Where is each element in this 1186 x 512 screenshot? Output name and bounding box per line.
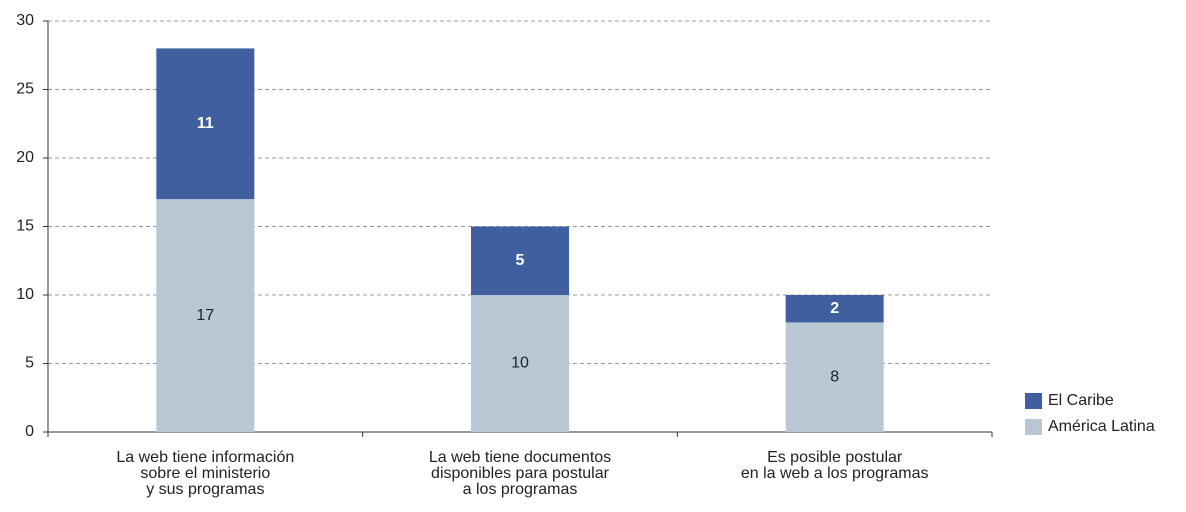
- y-tick-label: 25: [16, 81, 34, 98]
- x-tick-label-line: disponibles para postular: [431, 465, 610, 482]
- x-tick-label-line: Es posible postular: [767, 449, 903, 466]
- y-tick-label: 20: [16, 149, 34, 166]
- x-tick-label-line: La web tiene documentos: [429, 449, 611, 466]
- bar-segment: [471, 226, 569, 295]
- bar-segment: [785, 322, 884, 432]
- x-tick-label: Es posible postular en la web a los progr…: [741, 449, 929, 482]
- bar-segment: [785, 295, 884, 323]
- x-tick-label-line: sobre el ministerio: [140, 465, 270, 482]
- y-tick-label: 10: [16, 286, 34, 303]
- value-label: 5: [516, 252, 525, 269]
- legend-swatch: [1025, 419, 1042, 435]
- y-tick-label: 5: [25, 355, 34, 372]
- value-label: 2: [830, 300, 839, 317]
- x-tick-label-line: a los programas: [463, 481, 578, 498]
- x-tick-label-line: La web tiene información: [116, 449, 294, 466]
- y-tick-label: 15: [16, 218, 34, 235]
- legend-swatch: [1025, 393, 1042, 409]
- value-label: 10: [511, 355, 529, 372]
- y-tick-label: 0: [25, 423, 34, 440]
- legend-label: América Latina: [1048, 418, 1155, 435]
- bar-segment: [156, 48, 255, 200]
- y-tick-label: 30: [16, 12, 34, 29]
- x-tick-label-line: y sus programas: [146, 481, 264, 498]
- legend-label: El Caribe: [1048, 392, 1114, 409]
- x-tick-label-line: en la web a los programas: [741, 465, 929, 482]
- x-tick-label: La web tiene información sobre el ministe…: [116, 449, 294, 498]
- value-label: 17: [196, 307, 214, 324]
- value-label: 11: [197, 115, 214, 132]
- bar-segment: [471, 295, 569, 432]
- x-tick-label: La web tiene documentos disponibles para …: [429, 449, 611, 498]
- value-label: 8: [830, 368, 839, 385]
- bar-segment: [156, 199, 255, 432]
